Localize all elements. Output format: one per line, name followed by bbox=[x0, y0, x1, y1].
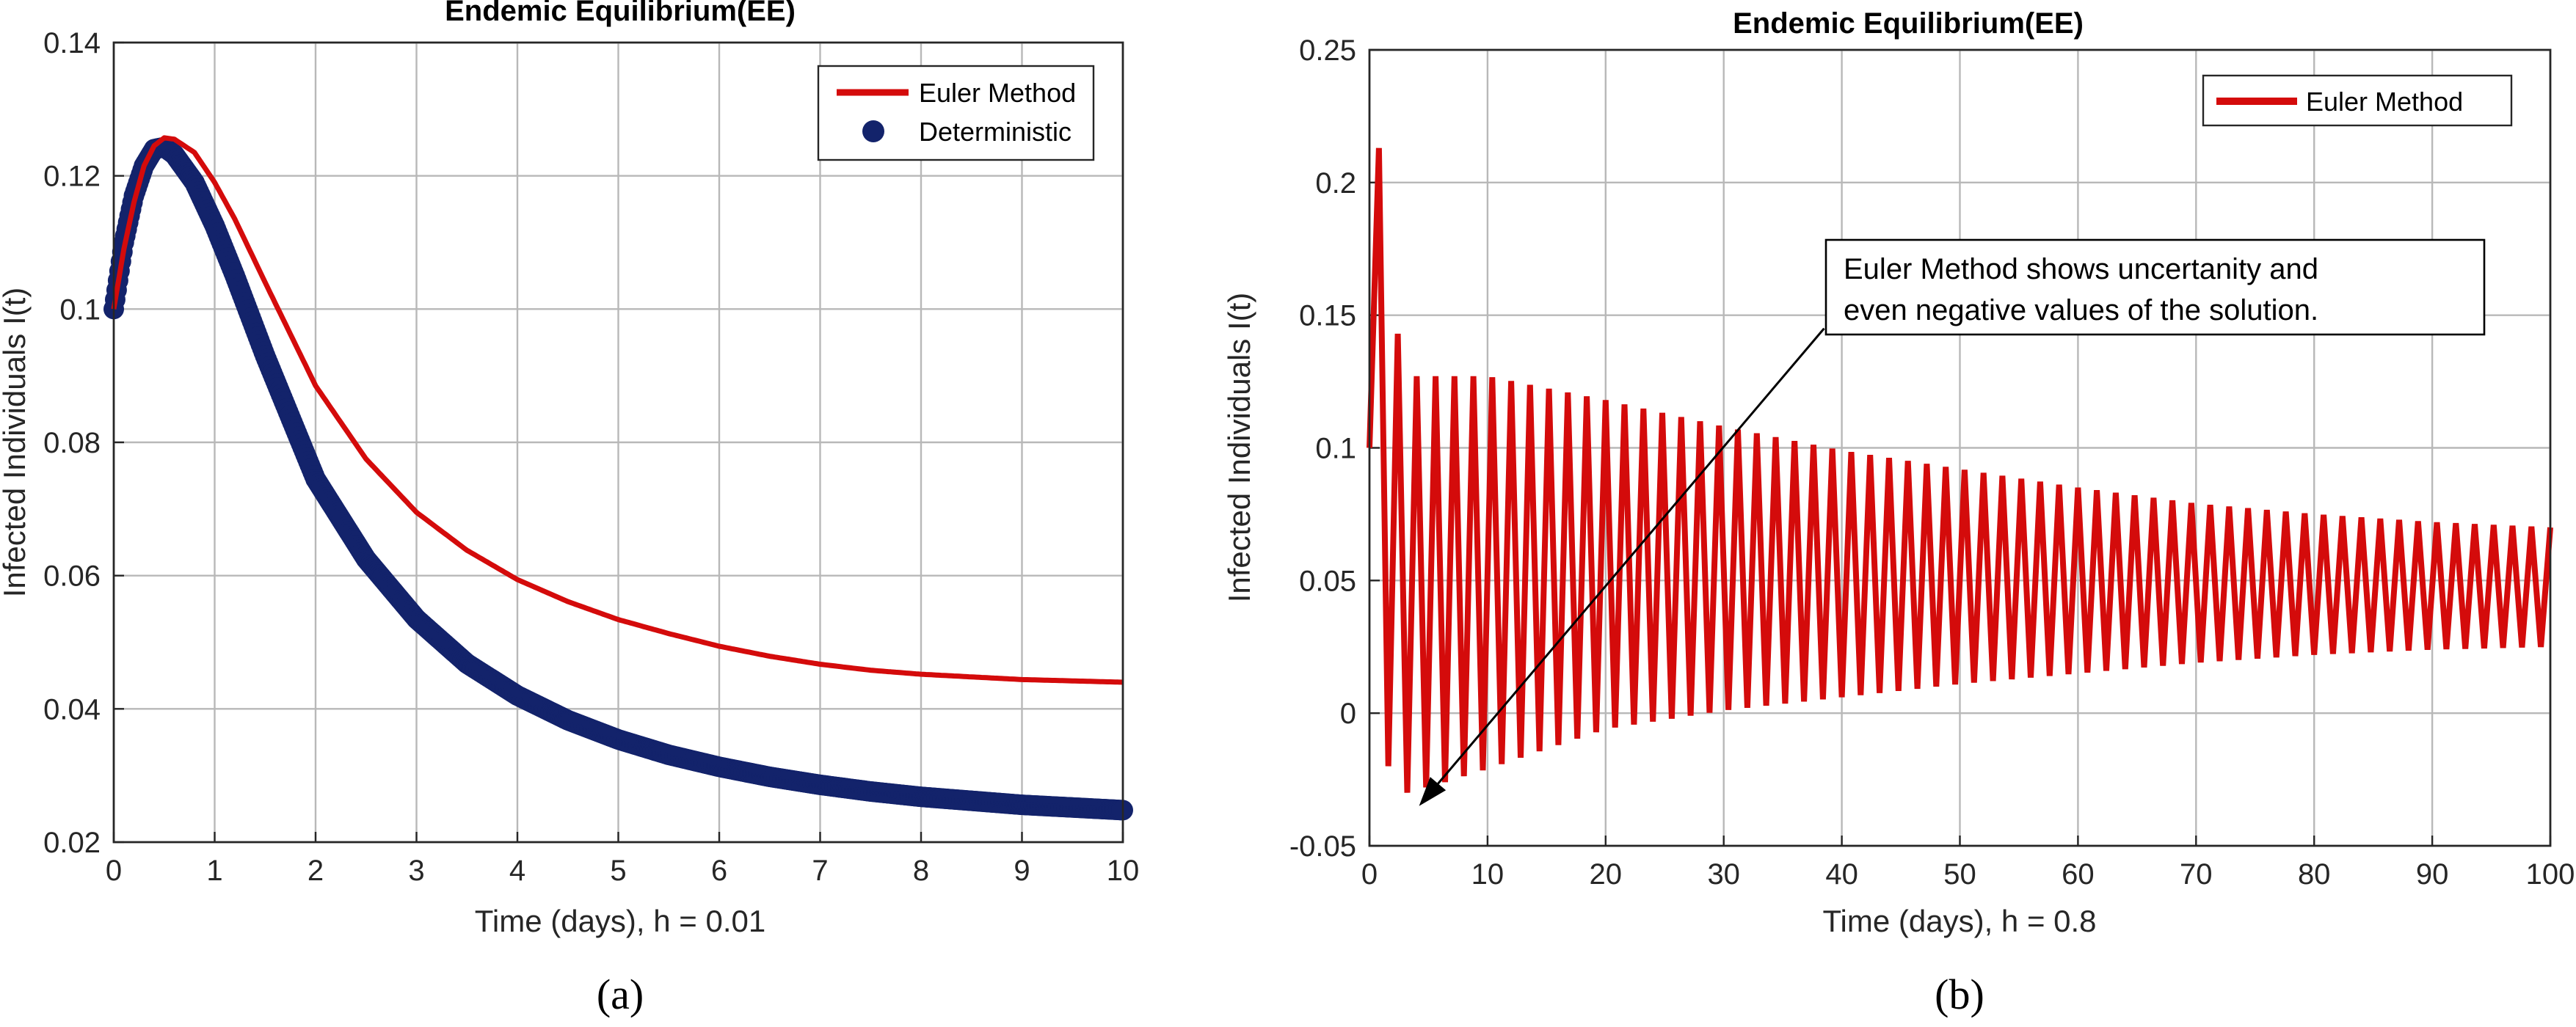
chart-b-ticks: 0 10 20 30 40 50 60 70 80 90 100-0.0500.050.10.150… bbox=[1289, 34, 2575, 891]
chart-b-series bbox=[1367, 147, 2553, 793]
chart-b-xtick-label: 80 bbox=[2298, 858, 2331, 891]
chart-a-ytick-label: 0.1 bbox=[59, 293, 101, 326]
chart-b-ytick-label: 0.15 bbox=[1299, 300, 1356, 332]
chart-b-xtick-label: 90 bbox=[2416, 858, 2449, 891]
chart-b-ytick-label: 0.2 bbox=[1315, 167, 1356, 200]
chart-b-title: Endemic Equilibrium(EE) bbox=[1733, 7, 2084, 40]
chart-a-legend-box bbox=[817, 65, 1095, 161]
chart-b-xtick-label: 40 bbox=[1825, 858, 1858, 891]
chart-a-xtick-label: 10 bbox=[1107, 855, 1140, 887]
chart-a-xtick-label: 6 bbox=[711, 855, 727, 887]
chart-a-xtick-label: 5 bbox=[610, 855, 626, 887]
chart-b-ytick-label: 0.25 bbox=[1299, 34, 1356, 67]
chart-a-xtick-label: 1 bbox=[206, 855, 222, 887]
annotation-arrow bbox=[1437, 327, 1825, 785]
chart-a-xlabel: Time (days), h = 0.01 bbox=[475, 904, 765, 938]
chart-b-annotation: Euler Method shows uncertanity and even … bbox=[1419, 238, 2486, 806]
chart-b-legend: Euler Method bbox=[2202, 74, 2513, 127]
chart-a-legend: Euler Method Deterministic bbox=[817, 65, 1095, 161]
chart-a-xtick-label: 8 bbox=[913, 855, 929, 887]
series-euler-line bbox=[1367, 147, 2553, 793]
chart-a-ytick-label: 0.06 bbox=[43, 560, 101, 593]
chart-a-title: Endemic Equilibrium(EE) bbox=[445, 0, 796, 27]
chart-a-ytick-label: 0.04 bbox=[43, 693, 101, 726]
chart-b-xtick-label: 0 bbox=[1361, 858, 1378, 891]
chart-a-xtick-label: 2 bbox=[308, 855, 324, 887]
chart-a-xtick-label: 0 bbox=[106, 855, 122, 887]
annotation-arrow-head bbox=[1419, 777, 1447, 806]
chart-b-ylabel: Infected Individuals I(t) bbox=[1222, 293, 1256, 603]
chart-a-ytick-label: 0.08 bbox=[43, 427, 101, 459]
chart-a-xtick-label: 4 bbox=[509, 855, 525, 887]
legend-label-deterministic: Deterministic bbox=[919, 117, 1071, 147]
chart-b-ytick-label: 0.05 bbox=[1299, 565, 1356, 597]
annotation-box bbox=[1824, 238, 2486, 336]
chart-b-xtick-label: 100 bbox=[2526, 858, 2575, 891]
chart-b-plot-border bbox=[1368, 48, 2552, 847]
chart-a-series bbox=[103, 135, 1133, 821]
chart-b-xtick-label: 70 bbox=[2180, 858, 2213, 891]
chart-b-ytick-label: 0 bbox=[1340, 698, 1356, 730]
series-euler-line bbox=[111, 135, 1124, 685]
chart-a-xtick-label: 3 bbox=[408, 855, 424, 887]
chart-b-xtick-label: 10 bbox=[1471, 858, 1505, 891]
chart-b-xlabel: Time (days), h = 0.8 bbox=[1822, 904, 2096, 938]
series-deterministic bbox=[103, 136, 1133, 821]
chart-a-ytick-label: 0.14 bbox=[43, 27, 101, 59]
chart-b-ytick-label: 0.1 bbox=[1315, 433, 1356, 465]
chart-a-xtick-label: 9 bbox=[1014, 855, 1030, 887]
chart-a-caption: (a) bbox=[597, 971, 644, 1018]
annotation-line-1: Euler Method shows uncertanity and bbox=[1844, 253, 2318, 285]
annotation-line-2: even negative values of the solution. bbox=[1844, 294, 2318, 326]
chart-b: Endemic Equilibrium(EE) 0 10 20 30 40 50 60 70 8… bbox=[1222, 7, 2575, 1018]
chart-a-plot-border bbox=[112, 41, 1124, 844]
legend-label-euler: Euler Method bbox=[919, 78, 1076, 108]
legend-swatch-deterministic bbox=[862, 120, 884, 142]
chart-b-xtick-label: 60 bbox=[2062, 858, 2095, 891]
chart-a-ytick-label: 0.12 bbox=[43, 161, 101, 193]
chart-b-xtick-label: 50 bbox=[1943, 858, 1976, 891]
chart-b-xtick-label: 20 bbox=[1590, 858, 1623, 891]
chart-a-xtick-label: 7 bbox=[812, 855, 828, 887]
legend-label-euler: Euler Method bbox=[2306, 87, 2463, 117]
chart-a-ytick-label: 0.02 bbox=[43, 827, 101, 859]
chart-b-caption: (b) bbox=[1935, 971, 1984, 1018]
chart-a-ylabel: Infected Individuals I(t) bbox=[0, 288, 32, 598]
chart-b-xtick-label: 30 bbox=[1707, 858, 1740, 891]
chart-b-ytick-label: -0.05 bbox=[1289, 830, 1356, 863]
chart-a: Endemic Equilibrium(EE) 0 1 2 3 4 5 6 7 8 9 10 0.02… bbox=[0, 0, 1139, 1018]
